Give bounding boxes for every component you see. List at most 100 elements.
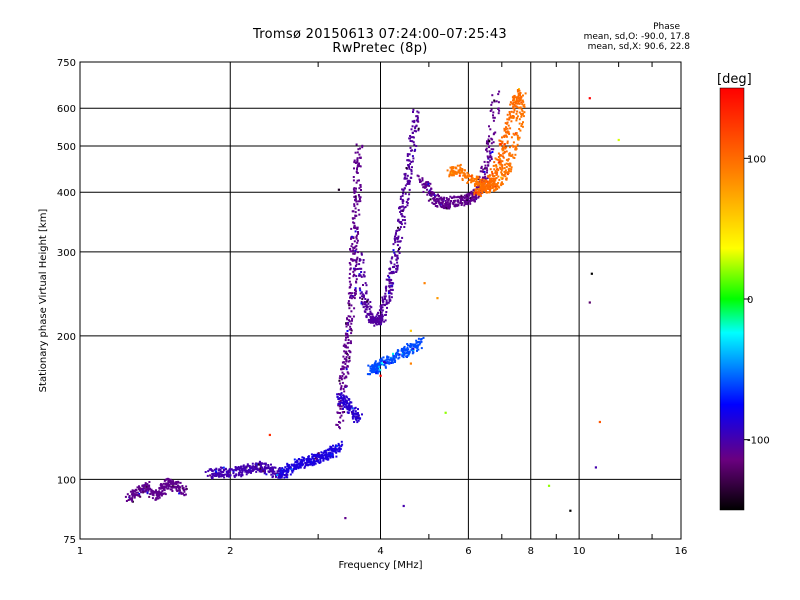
data-point	[487, 176, 490, 179]
data-point	[480, 184, 483, 187]
data-point	[339, 400, 342, 402]
data-point	[503, 129, 506, 132]
data-point	[500, 163, 503, 166]
colorbar-tick-label: 100	[747, 154, 766, 165]
data-point	[481, 191, 484, 193]
data-point	[396, 244, 399, 247]
data-point	[159, 491, 161, 494]
data-point	[343, 397, 346, 400]
data-point	[145, 486, 148, 489]
data-point	[345, 325, 348, 328]
data-traces	[124, 88, 620, 520]
data-point	[353, 159, 356, 162]
y-tick-label: 200	[57, 332, 76, 343]
data-point	[356, 241, 359, 244]
data-point	[380, 362, 383, 365]
data-point	[411, 140, 414, 143]
data-point	[512, 95, 515, 98]
data-point	[396, 256, 399, 259]
data-point	[361, 303, 364, 306]
data-point	[274, 466, 277, 469]
data-point	[135, 493, 138, 496]
data-point	[348, 286, 351, 289]
data-point	[151, 493, 154, 496]
data-point	[250, 466, 253, 469]
data-point	[382, 303, 385, 306]
data-point	[484, 190, 487, 193]
data-point	[212, 474, 215, 477]
data-point	[517, 95, 520, 98]
data-point	[275, 472, 278, 475]
data-point	[442, 206, 445, 209]
data-point	[310, 458, 312, 461]
data-point	[491, 151, 494, 153]
data-point	[339, 401, 342, 404]
data-point	[340, 445, 343, 448]
data-point	[364, 298, 367, 300]
data-point	[510, 168, 513, 171]
data-point	[172, 486, 175, 489]
data-point	[487, 186, 489, 189]
data-point	[380, 307, 383, 310]
data-point	[216, 472, 219, 475]
data-point	[354, 251, 357, 254]
data-point	[509, 114, 512, 117]
data-point	[288, 464, 291, 467]
data-point	[301, 463, 304, 466]
data-point	[514, 105, 517, 108]
data-point	[327, 455, 329, 458]
data-point	[342, 394, 345, 397]
data-point	[356, 164, 359, 167]
data-point	[245, 473, 248, 476]
data-point	[344, 339, 347, 342]
y-tick-label: 600	[57, 104, 76, 115]
data-point	[272, 468, 274, 471]
data-point	[396, 254, 399, 257]
data-point	[348, 272, 351, 275]
data-point	[473, 188, 476, 191]
data-point	[459, 168, 461, 171]
data-point	[466, 174, 469, 177]
data-point	[370, 306, 373, 309]
data-point	[397, 235, 400, 238]
data-point	[445, 197, 448, 199]
data-point	[324, 449, 327, 452]
data-point	[363, 303, 366, 306]
data-point	[474, 182, 477, 185]
data-point	[378, 322, 381, 325]
data-point	[354, 187, 357, 190]
data-point	[446, 201, 449, 204]
data-point	[166, 484, 169, 487]
data-point	[384, 365, 387, 368]
data-point	[351, 407, 354, 410]
data-point	[488, 182, 491, 185]
data-point	[403, 226, 406, 228]
data-point	[455, 196, 458, 199]
data-point	[384, 366, 387, 369]
data-point	[501, 177, 504, 180]
data-point	[474, 191, 477, 194]
data-point	[346, 402, 348, 405]
data-point	[508, 111, 511, 113]
data-point	[354, 196, 357, 198]
data-point	[518, 118, 521, 121]
data-point	[369, 315, 372, 318]
data-point	[342, 355, 345, 358]
data-point	[341, 365, 344, 368]
data-point	[431, 191, 434, 194]
data-point	[477, 193, 480, 196]
data-point	[415, 341, 418, 344]
data-point	[350, 322, 353, 325]
x-tick-label: 8	[528, 546, 534, 557]
data-point	[345, 358, 348, 361]
data-point	[381, 363, 384, 366]
data-point	[131, 498, 133, 501]
data-point	[369, 312, 372, 315]
data-point	[498, 178, 501, 181]
data-point	[466, 203, 469, 206]
data-point	[351, 259, 354, 262]
data-point	[516, 90, 519, 93]
data-point	[460, 171, 463, 174]
data-point	[264, 463, 267, 466]
data-point	[340, 395, 343, 398]
